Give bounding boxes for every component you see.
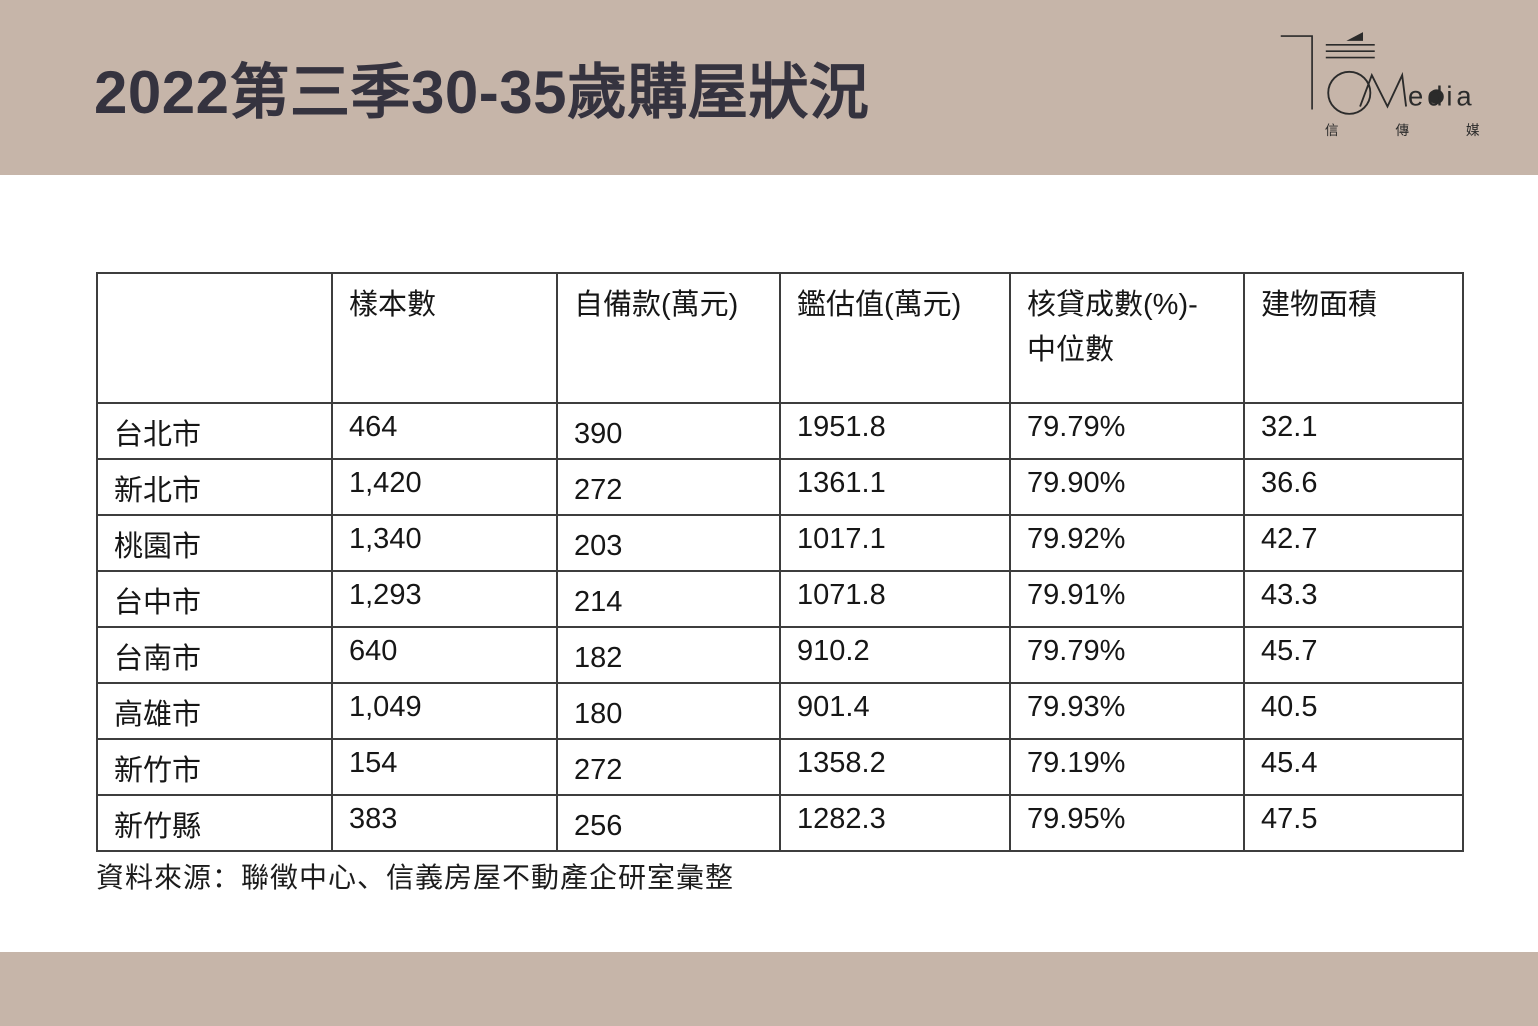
logo-bracket-stroke <box>1280 35 1313 110</box>
value-cell: 1,049 <box>331 682 558 740</box>
value-cell: 1282.3 <box>779 794 1011 852</box>
value-cell: 79.79% <box>1009 402 1245 460</box>
region-cell: 台中市 <box>96 570 333 628</box>
value-cell: 1,293 <box>331 570 558 628</box>
value-cell: 464 <box>331 402 558 460</box>
footer-band <box>0 952 1538 1026</box>
table-row: 台南市 640 182 910.2 79.79% 45.7 <box>96 626 1464 684</box>
column-header-2: 自備款(萬元) <box>556 272 781 404</box>
value-cell: 1071.8 <box>779 570 1011 628</box>
value-cell: 79.19% <box>1009 738 1245 796</box>
value-cell: 79.79% <box>1009 626 1245 684</box>
value-cell: 79.90% <box>1009 458 1245 516</box>
value-cell: 180 <box>556 682 781 740</box>
logo-m-mark <box>1359 71 1408 109</box>
value-cell: 1,340 <box>331 514 558 572</box>
value-cell: 256 <box>556 794 781 852</box>
region-cell: 高雄市 <box>96 682 333 740</box>
logo-c-ring <box>1327 70 1372 115</box>
column-header-5: 建物面積 <box>1243 272 1464 404</box>
value-cell: 1951.8 <box>779 402 1011 460</box>
value-cell: 45.7 <box>1243 626 1464 684</box>
logo-cjk-char-2: 傳 <box>1395 123 1409 138</box>
value-cell: 182 <box>556 626 781 684</box>
cmmedia-logo-icon: edia 信 傳 媒 <box>1280 32 1480 138</box>
value-cell: 1361.1 <box>779 458 1011 516</box>
region-cell: 新北市 <box>96 458 333 516</box>
value-cell: 383 <box>331 794 558 852</box>
region-cell: 桃園市 <box>96 514 333 572</box>
value-cell: 1017.1 <box>779 514 1011 572</box>
region-cell: 新竹市 <box>96 738 333 796</box>
header-band: 2022第三季30-35歲購屋狀況 edia 信 傳 媒 <box>0 0 1538 175</box>
logo-cjk-char-1: 信 <box>1325 123 1339 138</box>
logo-edia-text: edia <box>1408 81 1475 112</box>
value-cell: 154 <box>331 738 558 796</box>
table-head-row: 樣本數 自備款(萬元) 鑑估值(萬元) 核貸成數(%)- 中位數 建物面積 <box>96 272 1464 404</box>
value-cell: 214 <box>556 570 781 628</box>
value-cell: 42.7 <box>1243 514 1464 572</box>
column-header-3: 鑑估值(萬元) <box>779 272 1011 404</box>
region-cell: 台南市 <box>96 626 333 684</box>
logo-bars <box>1325 44 1375 59</box>
value-cell: 640 <box>331 626 558 684</box>
table-row: 新北市 1,420 272 1361.1 79.90% 36.6 <box>96 458 1464 516</box>
value-cell: 901.4 <box>779 682 1011 740</box>
table-row: 新竹市 154 272 1358.2 79.19% 45.4 <box>96 738 1464 796</box>
column-header-4: 核貸成數(%)- 中位數 <box>1009 272 1245 404</box>
value-cell: 45.4 <box>1243 738 1464 796</box>
column-header-1: 樣本數 <box>331 272 558 404</box>
value-cell: 43.3 <box>1243 570 1464 628</box>
source-note: 資料來源：聯徵中心、信義房屋不動產企研室彙整 <box>96 862 735 893</box>
table-row: 台北市 464 390 1951.8 79.79% 32.1 <box>96 402 1464 460</box>
value-cell: 79.92% <box>1009 514 1245 572</box>
table-row: 台中市 1,293 214 1071.8 79.91% 43.3 <box>96 570 1464 628</box>
value-cell: 272 <box>556 738 781 796</box>
value-cell: 272 <box>556 458 781 516</box>
value-cell: 203 <box>556 514 781 572</box>
value-cell: 79.93% <box>1009 682 1245 740</box>
value-cell: 1358.2 <box>779 738 1011 796</box>
value-cell: 40.5 <box>1243 682 1464 740</box>
value-cell: 47.5 <box>1243 794 1464 852</box>
table-row: 高雄市 1,049 180 901.4 79.93% 40.5 <box>96 682 1464 740</box>
table-body: 台北市 464 390 1951.8 79.79% 32.1 新北市 1,420 272 1361… <box>96 402 1464 852</box>
value-cell: 1,420 <box>331 458 558 516</box>
value-cell: 32.1 <box>1243 402 1464 460</box>
table-row: 桃園市 1,340 203 1017.1 79.92% 42.7 <box>96 514 1464 572</box>
logo-d-dot <box>1429 89 1444 105</box>
table-header: 樣本數 自備款(萬元) 鑑估值(萬元) 核貸成數(%)- 中位數 建物面積 <box>96 272 1464 404</box>
region-cell: 新竹縣 <box>96 794 333 852</box>
value-cell: 36.6 <box>1243 458 1464 516</box>
value-cell: 79.91% <box>1009 570 1245 628</box>
logo-cjk-char-3: 媒 <box>1466 123 1480 138</box>
cmmedia-logo: edia 信 傳 媒 <box>1269 22 1504 147</box>
region-cell: 台北市 <box>96 402 333 460</box>
housing-data-table: 樣本數 自備款(萬元) 鑑估值(萬元) 核貸成數(%)- 中位數 建物面積 台北市 464… <box>96 272 1464 852</box>
value-cell: 910.2 <box>779 626 1011 684</box>
slide-title: 2022第三季30-35歲購屋狀況 <box>94 59 870 126</box>
table-row: 新竹縣 383 256 1282.3 79.95% 47.5 <box>96 794 1464 852</box>
value-cell: 390 <box>556 402 781 460</box>
logo-flag-shape <box>1346 32 1363 41</box>
value-cell: 79.95% <box>1009 794 1245 852</box>
corner-header-cell <box>96 272 333 404</box>
